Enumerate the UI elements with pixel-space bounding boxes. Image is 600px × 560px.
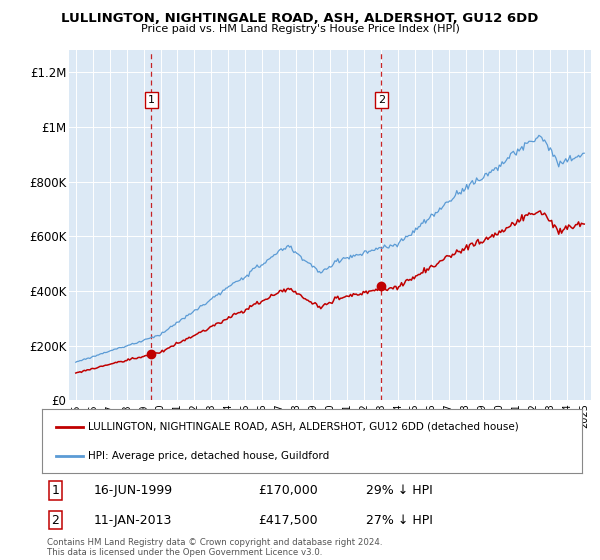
Text: 16-JUN-1999: 16-JUN-1999 xyxy=(94,484,172,497)
Text: 11-JAN-2013: 11-JAN-2013 xyxy=(94,514,172,526)
Text: 2: 2 xyxy=(378,95,385,105)
Text: HPI: Average price, detached house, Guildford: HPI: Average price, detached house, Guil… xyxy=(88,451,329,461)
Text: 29% ↓ HPI: 29% ↓ HPI xyxy=(366,484,433,497)
Text: 1: 1 xyxy=(148,95,155,105)
Text: 2: 2 xyxy=(52,514,59,526)
Text: LULLINGTON, NIGHTINGALE ROAD, ASH, ALDERSHOT, GU12 6DD (detached house): LULLINGTON, NIGHTINGALE ROAD, ASH, ALDER… xyxy=(88,422,518,432)
Text: LULLINGTON, NIGHTINGALE ROAD, ASH, ALDERSHOT, GU12 6DD: LULLINGTON, NIGHTINGALE ROAD, ASH, ALDER… xyxy=(61,12,539,25)
Text: £417,500: £417,500 xyxy=(258,514,317,526)
Text: 1: 1 xyxy=(52,484,59,497)
Text: Contains HM Land Registry data © Crown copyright and database right 2024.
This d: Contains HM Land Registry data © Crown c… xyxy=(47,538,383,557)
Text: Price paid vs. HM Land Registry's House Price Index (HPI): Price paid vs. HM Land Registry's House … xyxy=(140,24,460,34)
Text: 27% ↓ HPI: 27% ↓ HPI xyxy=(366,514,433,526)
Text: £170,000: £170,000 xyxy=(258,484,318,497)
